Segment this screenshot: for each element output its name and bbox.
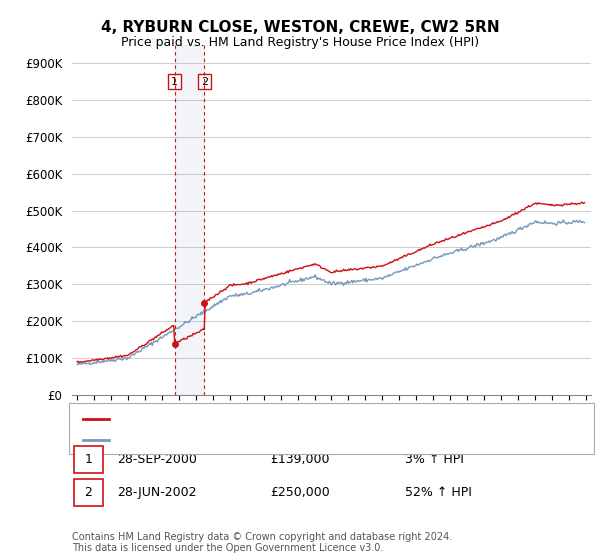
Text: 3% ↑ HPI: 3% ↑ HPI [405,452,464,466]
Text: 4, RYBURN CLOSE, WESTON, CREWE, CW2 5RN (detached house): 4, RYBURN CLOSE, WESTON, CREWE, CW2 5RN … [113,413,478,423]
Point [199,298,209,307]
Text: 28-JUN-2002: 28-JUN-2002 [117,486,197,500]
Text: 2: 2 [201,77,208,87]
Bar [175,45,204,395]
Text: £139,000: £139,000 [270,452,329,466]
Text: 1: 1 [84,452,92,466]
Text: Contains HM Land Registry data © Crown copyright and database right 2024.
This d: Contains HM Land Registry data © Crown c… [72,531,452,553]
Text: £250,000: £250,000 [270,486,330,500]
Text: 1: 1 [171,77,178,87]
Text: 2: 2 [84,486,92,500]
Text: 4, RYBURN CLOSE, WESTON, CREWE, CW2 5RN: 4, RYBURN CLOSE, WESTON, CREWE, CW2 5RN [101,20,499,35]
Text: 52% ↑ HPI: 52% ↑ HPI [405,486,472,500]
Text: 28-SEP-2000: 28-SEP-2000 [117,452,197,466]
Point [170,339,179,348]
Text: Price paid vs. HM Land Registry's House Price Index (HPI): Price paid vs. HM Land Registry's House … [121,36,479,49]
Text: HPI: Average price, detached house, Cheshire East: HPI: Average price, detached house, Ches… [113,435,395,445]
